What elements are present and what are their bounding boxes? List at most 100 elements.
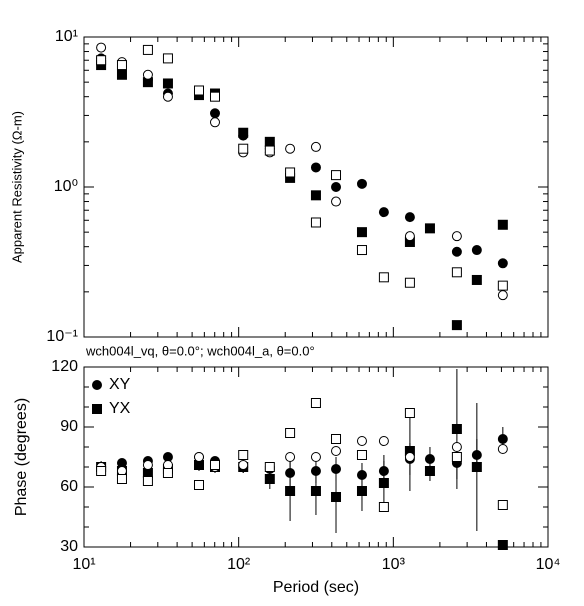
point: [424, 466, 435, 476]
point: [238, 450, 249, 460]
point: [378, 207, 389, 218]
point: [209, 460, 220, 470]
point: [209, 91, 220, 102]
point: [378, 436, 389, 446]
point: [356, 486, 367, 496]
point: [497, 500, 508, 510]
bottom-frame: [83, 366, 549, 548]
point: [310, 162, 321, 173]
point: [285, 452, 296, 462]
point: [471, 462, 482, 472]
point: [142, 476, 153, 486]
point: [356, 245, 367, 256]
point: [331, 446, 342, 456]
point: [471, 245, 482, 256]
point: [285, 143, 296, 154]
y-tick-label: 10¹: [55, 28, 78, 45]
point: [404, 212, 415, 223]
point: [451, 442, 462, 452]
y-tick-label: 90: [60, 418, 78, 435]
point: [96, 42, 107, 53]
point: [378, 272, 389, 283]
subtitle: wch004l_vq, θ=0.0°; wch004l_a, θ=0.0°: [85, 343, 315, 358]
point: [497, 219, 508, 230]
top-frame: [83, 36, 549, 338]
point: [209, 117, 220, 128]
y-axis-label: Apparent Resistivity (Ω-m): [9, 111, 24, 263]
point: [497, 444, 508, 454]
legend-marker: [92, 380, 102, 390]
point: [96, 466, 107, 476]
point: [310, 398, 321, 408]
point: [264, 145, 275, 156]
point: [162, 78, 173, 89]
legend-label: YX: [109, 400, 131, 417]
point: [264, 462, 275, 472]
point: [378, 502, 389, 512]
point: [142, 69, 153, 80]
point: [238, 143, 249, 154]
y-axis-label: Phase (degrees): [13, 398, 30, 516]
y-tick-label: 10⁰: [54, 178, 78, 195]
point: [142, 44, 153, 55]
point: [162, 91, 173, 102]
point: [96, 55, 107, 66]
point: [331, 492, 342, 502]
point: [356, 227, 367, 238]
point: [356, 178, 367, 189]
point: [116, 69, 127, 80]
point: [331, 434, 342, 444]
point: [451, 231, 462, 242]
point: [497, 290, 508, 301]
point: [142, 460, 153, 470]
y-tick-label: 10⁻¹: [46, 328, 78, 345]
y-tick-label: 60: [60, 478, 78, 495]
point: [116, 60, 127, 71]
point: [356, 436, 367, 446]
point: [238, 460, 249, 470]
x-tick-label: 10²: [227, 556, 251, 573]
point: [209, 108, 220, 119]
point: [285, 167, 296, 178]
point: [471, 274, 482, 285]
point: [310, 452, 321, 462]
point: [404, 277, 415, 288]
point: [310, 486, 321, 496]
point: [264, 474, 275, 484]
y-tick-label: 120: [51, 358, 78, 375]
point: [264, 136, 275, 147]
y-tick-label: 30: [60, 538, 78, 555]
point: [404, 231, 415, 242]
point: [451, 424, 462, 434]
legend-label: XY: [109, 376, 131, 393]
point: [497, 280, 508, 291]
point: [451, 246, 462, 257]
x-axis-label: Period (sec): [273, 579, 359, 596]
point: [451, 320, 462, 331]
point: [116, 474, 127, 484]
point: [193, 480, 204, 490]
point: [451, 452, 462, 462]
point: [310, 141, 321, 152]
point: [404, 408, 415, 418]
point: [285, 486, 296, 496]
point: [497, 540, 508, 550]
point: [238, 127, 249, 138]
point: [424, 223, 435, 234]
point: [310, 217, 321, 228]
point: [331, 170, 342, 181]
point: [497, 258, 508, 269]
point: [497, 434, 508, 444]
point: [193, 85, 204, 96]
point: [193, 452, 204, 462]
point: [331, 196, 342, 207]
point: [310, 190, 321, 201]
x-tick-label: 10³: [382, 556, 406, 573]
point: [331, 182, 342, 192]
x-tick-label: 10⁴: [536, 556, 561, 573]
point: [451, 267, 462, 278]
point: [378, 478, 389, 488]
x-tick-label: 10¹: [72, 556, 95, 573]
point: [404, 452, 415, 462]
point: [356, 450, 367, 460]
